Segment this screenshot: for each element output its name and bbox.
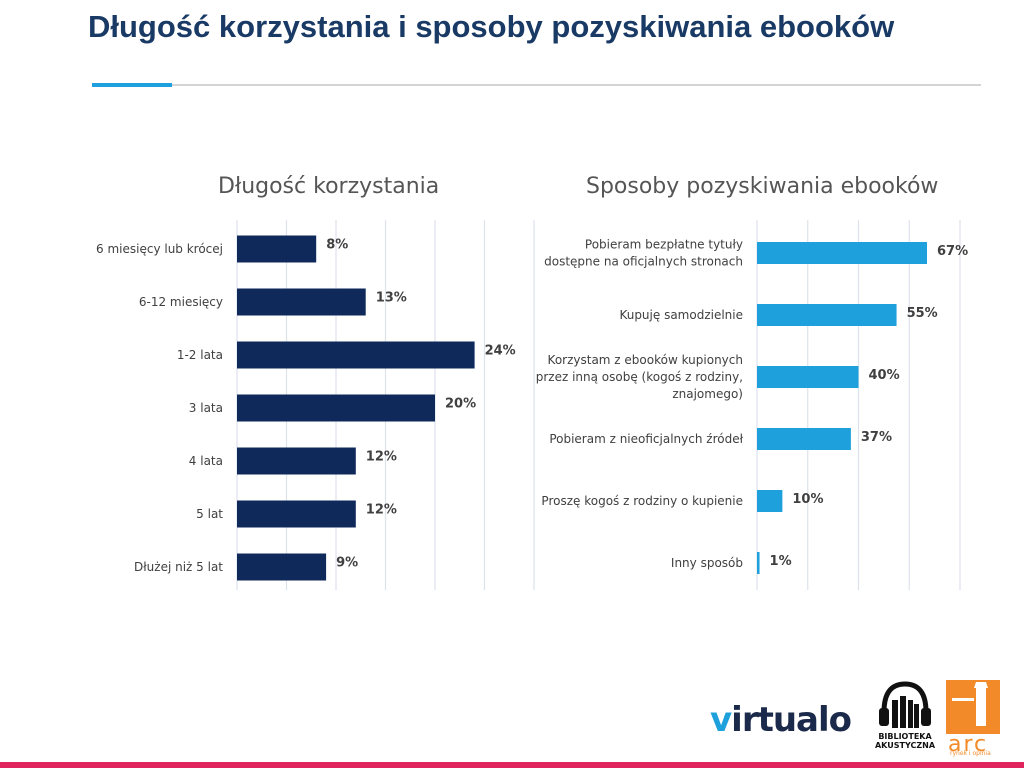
category-label-line: 4 lata [189,454,223,468]
bar-0-3 [237,394,435,422]
category-label-line: przez inną osobę (kogoś z rodziny, [536,370,743,384]
biblioteka-line2: AKUSTYCZNA [874,741,936,750]
data-label-1-3: 37% [861,430,892,445]
category-label-line: 6 miesięcy lub krócej [96,242,223,256]
lighthouse-icon [952,682,988,726]
virtualo-logo-v: v [710,700,732,740]
category-label-line: Dłużej niż 5 lat [134,560,223,574]
headphones-books-icon [879,681,931,728]
category-label-line: dostępne na oficjalnych stronach [544,255,743,269]
data-label-0-5: 12% [366,503,397,518]
data-label-1-4: 10% [792,492,823,507]
category-label-line: znajomego) [672,387,743,401]
data-label-0-3: 20% [445,397,476,412]
arc-logo-name: arc [948,732,989,757]
category-label-0-2: 1-2 lata [177,348,223,362]
category-label-0-3: 3 lata [189,401,223,415]
category-label-line: 5 lat [196,507,223,521]
category-label-line: 1-2 lata [177,348,223,362]
arc-logo-square [946,680,1000,734]
arc-logo: arc rynek i opinia [946,680,1002,758]
category-label-line: Inny sposób [671,556,743,570]
data-label-0-4: 12% [366,450,397,465]
category-label-0-4: 4 lata [189,454,223,468]
category-label-1-3: Pobieram z nieoficjalnych źródeł [549,432,743,446]
bar-0-6 [237,553,327,581]
category-label-0-1: 6-12 miesięcy [139,295,223,309]
bar-1-5 [757,552,760,574]
category-label-line: Proszę kogoś z rodziny o kupienie [541,494,743,508]
data-label-1-2: 40% [869,368,900,383]
bar-1-3 [757,428,851,450]
slide-title: Długość korzystania i sposoby pozyskiwan… [88,9,895,44]
category-label-0-6: Dłużej niż 5 lat [134,560,223,574]
data-label-0-0: 8% [326,238,348,253]
category-label-1-1: Kupuję samodzielnie [619,308,743,322]
data-label-0-2: 24% [485,344,516,359]
bar-0-1 [237,288,366,316]
virtualo-logo: virtualo [710,700,852,740]
category-label-0-0: 6 miesięcy lub krócej [96,242,223,256]
category-label-line: Korzystam z ebooków kupionych [548,353,743,367]
category-label-line: 3 lata [189,401,223,415]
bar-0-5 [237,500,356,528]
biblioteka-line1: BIBLIOTEKA [878,732,932,741]
bar-0-0 [237,235,317,263]
category-label-0-5: 5 lat [196,507,223,521]
category-label-line: Pobieram bezpłatne tytuły [585,238,743,252]
chart-title-usage-length: Długość korzystania [218,174,440,199]
category-label-1-2: Korzystam z ebooków kupionych przez inną … [536,353,743,401]
data-label-1-5: 1% [770,554,792,569]
category-label-1-4: Proszę kogoś z rodziny o kupienie [541,494,743,508]
bar-0-2 [237,341,475,369]
bar-1-1 [757,304,897,326]
virtualo-logo-text: irtualo [731,700,852,740]
title-rule [92,84,981,86]
arc-logo-subtitle: rynek i opinia [950,750,991,757]
footer-bar [0,762,1024,768]
category-label-1-5: Inny sposób [671,556,743,570]
category-label-line: Pobieram z nieoficjalnych źródeł [549,432,743,446]
data-label-1-0: 67% [937,244,968,259]
bar-1-4 [757,490,783,512]
category-label-line: Kupuję samodzielnie [619,308,743,322]
bar-1-0 [757,242,928,264]
bar-1-2 [757,366,859,388]
data-label-0-1: 13% [376,291,407,306]
data-label-0-6: 9% [336,556,358,571]
data-label-1-1: 55% [907,306,938,321]
title-rule-accent [92,83,172,87]
category-label-1-0: Pobieram bezpłatne tytuły dostępne na ofi… [544,238,743,269]
chart-title-acquisition-methods: Sposoby pozyskiwania ebooków [586,174,939,199]
category-label-line: 6-12 miesięcy [139,295,223,309]
bar-0-4 [237,447,356,475]
biblioteka-akustyczna-logo: BIBLIOTEKA AKUSTYCZNA [874,678,936,756]
